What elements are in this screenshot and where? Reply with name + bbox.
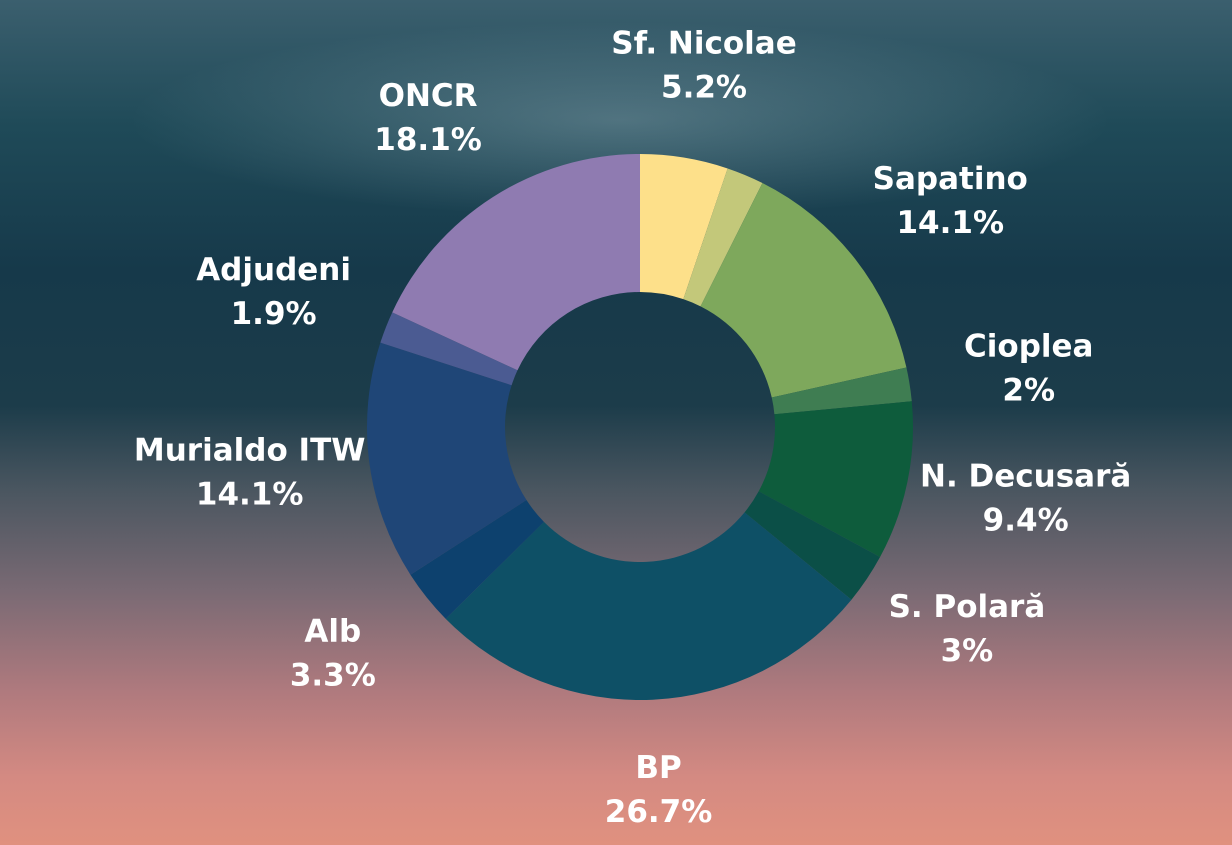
segment-label: Alb — [304, 614, 361, 650]
segment-value: 9.4% — [983, 502, 1069, 538]
segment-value: 2% — [1002, 372, 1055, 408]
segment-label: ONCR — [379, 78, 478, 114]
segment-value: 3.3% — [290, 658, 376, 694]
segment-value: 18.1% — [374, 122, 482, 158]
segment-label: N. Decusară — [920, 458, 1131, 494]
segment-value: 14.1% — [896, 205, 1004, 241]
segment-value: 3% — [941, 633, 994, 669]
segment-label: Murialdo ITW — [134, 432, 366, 468]
chart: Sf. Nicolae 5.2% Sapatino 14.1% Cioplea 2% N. … — [0, 0, 1232, 845]
segment-label: Cioplea — [964, 328, 1093, 364]
segment-label: BP — [635, 750, 681, 786]
segment-label: Sf. Nicolae — [611, 25, 797, 61]
segment-value: 26.7% — [605, 794, 713, 830]
segment-value: 1.9% — [231, 296, 317, 332]
segment-label: Sapatino — [873, 161, 1028, 197]
page: Sf. Nicolae 5.2% Sapatino 14.1% Cioplea 2% N. … — [0, 0, 1232, 845]
segment-label: S. Polară — [889, 589, 1046, 625]
segment-value: 14.1% — [196, 476, 304, 512]
segment-label: Adjudeni — [196, 252, 351, 288]
segment-value: 5.2% — [661, 69, 747, 105]
